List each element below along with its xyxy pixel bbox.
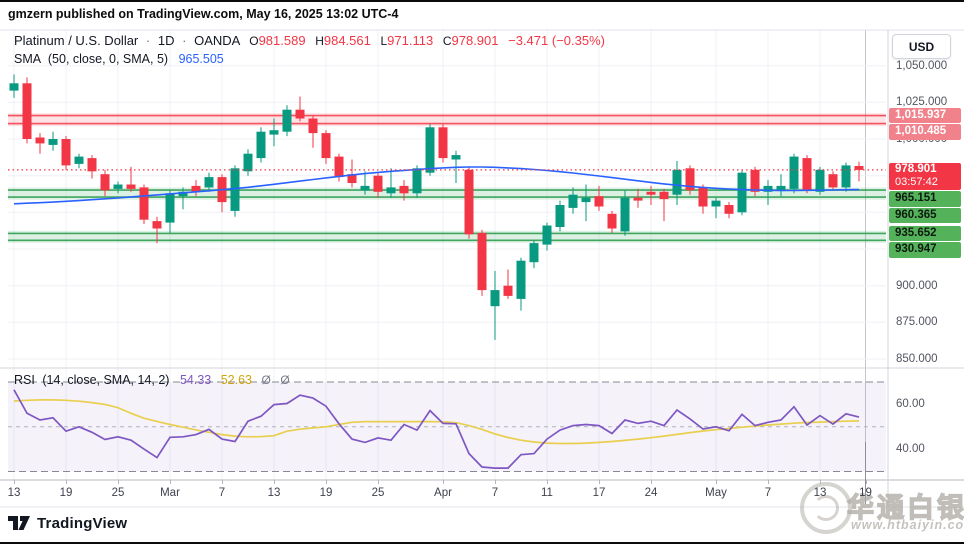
time-axis-tick bbox=[326, 480, 327, 484]
time-axis-label: 7 bbox=[491, 487, 499, 499]
publish-attribution: gmzern published on TradingView.com, May… bbox=[8, 7, 399, 21]
price-tick-label: 1,050.000 bbox=[896, 59, 948, 72]
interval-label[interactable]: 1D bbox=[157, 33, 175, 48]
low-letter: L bbox=[380, 34, 388, 48]
time-axis-tick bbox=[495, 480, 496, 484]
time-axis-label: 11 bbox=[541, 487, 553, 499]
time-axis-label: 19 bbox=[859, 487, 872, 499]
bar-countdown: 03:57:42 bbox=[895, 176, 938, 189]
rsi-line bbox=[13, 389, 860, 469]
price-tick-label: 850.000 bbox=[896, 353, 938, 365]
time-axis-tick bbox=[651, 480, 652, 484]
resistance-level-badge: 1,015.937 bbox=[889, 107, 961, 124]
support-level-badge: 935.652 bbox=[889, 225, 961, 242]
price-tick-label: 875.000 bbox=[896, 316, 938, 329]
time-axis-tick bbox=[599, 480, 600, 484]
horizontal-gridlines bbox=[8, 65, 886, 360]
time-axis-tick bbox=[378, 480, 379, 484]
close-letter: C bbox=[442, 34, 452, 48]
open-letter: O bbox=[249, 34, 259, 48]
time-axis-tick bbox=[222, 480, 223, 484]
time-axis-label: Mar bbox=[160, 487, 180, 499]
time-axis-tick bbox=[66, 480, 67, 484]
time-axis-label: 24 bbox=[644, 487, 658, 499]
time-axis-label: May bbox=[705, 487, 727, 499]
last-price-badge: 978.901 03:57:42 bbox=[889, 162, 961, 190]
time-axis-label: 13 bbox=[813, 487, 827, 499]
price-tick-label: 900.000 bbox=[896, 279, 938, 292]
legend-separator: · bbox=[145, 33, 151, 48]
time-axis-tick bbox=[865, 480, 867, 484]
time-axis-label: Apr bbox=[434, 487, 452, 499]
symbol-legend-row: Platinum / U.S. Dollar · 1D · OANDA O981… bbox=[14, 33, 605, 48]
resistance-zone bbox=[8, 113, 886, 127]
price-axis[interactable]: 1,050.0001,025.0001,000.000900.000875.00… bbox=[888, 30, 964, 507]
time-axis-tick bbox=[547, 480, 548, 484]
support-level-badge: 960.365 bbox=[889, 207, 961, 223]
change-value: −3.471 (−0.35%) bbox=[508, 33, 605, 48]
rsi-legend-row: RSI (14, close, SMA, 14, 2) 54.33 52.63 … bbox=[14, 373, 290, 387]
rsi-pane bbox=[8, 381, 886, 473]
support-level-badge: 930.947 bbox=[889, 242, 961, 258]
resistance-level-badge: 1,010.485 bbox=[889, 124, 961, 140]
close-value: 978.901 bbox=[451, 33, 499, 48]
legend-separator: · bbox=[182, 33, 187, 48]
sma-indicator-name[interactable]: SMA bbox=[14, 52, 41, 66]
rsi-tick-label: 60.00 bbox=[896, 398, 925, 411]
rsi-ma-value: 52.63 bbox=[220, 373, 252, 387]
time-axis-tick bbox=[768, 480, 769, 484]
rsi-band-hidden-icon: Ø bbox=[280, 373, 290, 387]
time-axis-label: 13 bbox=[7, 487, 21, 499]
time-axis-tick bbox=[820, 480, 821, 484]
symbol-name[interactable]: Platinum / U.S. Dollar bbox=[14, 33, 139, 48]
time-axis-tick bbox=[443, 480, 444, 484]
rsi-params: (14, close, SMA, 14, 2) bbox=[42, 373, 170, 387]
rsi-band-hidden-icon: Ø bbox=[261, 373, 271, 387]
rsi-tick-label: 40.00 bbox=[896, 443, 925, 456]
time-axis-label: 25 bbox=[111, 487, 125, 499]
rsi-ma-line bbox=[13, 399, 860, 445]
time-axis-label: 13 bbox=[267, 487, 281, 499]
open-value: 981.589 bbox=[258, 33, 306, 48]
currency-unit-button[interactable]: USD bbox=[892, 34, 951, 59]
time-axis-label: 19 bbox=[59, 487, 73, 499]
exchange-label[interactable]: OANDA bbox=[194, 33, 240, 48]
sma-params: (50, close, 0, SMA, 5) bbox=[47, 52, 169, 66]
rsi-value: 54.33 bbox=[179, 373, 212, 387]
high-value: 984.561 bbox=[323, 33, 371, 48]
time-axis-tick bbox=[170, 480, 171, 484]
time-axis-label: 19 bbox=[319, 487, 333, 499]
time-axis-label: 17 bbox=[592, 487, 606, 499]
time-axis-label: 7 bbox=[218, 487, 226, 499]
time-axis[interactable]: 13 19 25 Mar 7 13 19 25 Apr 7 11 17 24 May 7 13 19 bbox=[0, 480, 888, 507]
sma-legend-row: SMA (50, close, 0, SMA, 5) 965.505 bbox=[14, 52, 224, 66]
tradingview-logo-icon bbox=[8, 516, 30, 530]
time-axis-tick bbox=[118, 480, 119, 484]
sma-value: 965.505 bbox=[178, 52, 224, 66]
time-axis-label: 7 bbox=[764, 487, 772, 499]
sma-line bbox=[13, 166, 860, 205]
tradingview-wordmark: TradingView bbox=[37, 514, 128, 532]
vertical-gridlines bbox=[13, 30, 866, 480]
low-value: 971.113 bbox=[387, 33, 434, 48]
support-zone-2 bbox=[8, 230, 886, 243]
tradingview-attribution[interactable]: TradingView bbox=[8, 514, 127, 532]
support-level-badge: 965.151 bbox=[889, 191, 961, 207]
time-axis-tick bbox=[274, 480, 275, 484]
time-axis-tick bbox=[716, 480, 717, 484]
candlestick-series bbox=[9, 74, 864, 340]
rsi-indicator-name[interactable]: RSI bbox=[14, 373, 35, 387]
time-axis-label: 25 bbox=[371, 487, 385, 499]
high-letter: H bbox=[315, 34, 324, 48]
price-tick-label: 1,025.000 bbox=[896, 96, 948, 109]
time-axis-tick bbox=[14, 480, 15, 484]
